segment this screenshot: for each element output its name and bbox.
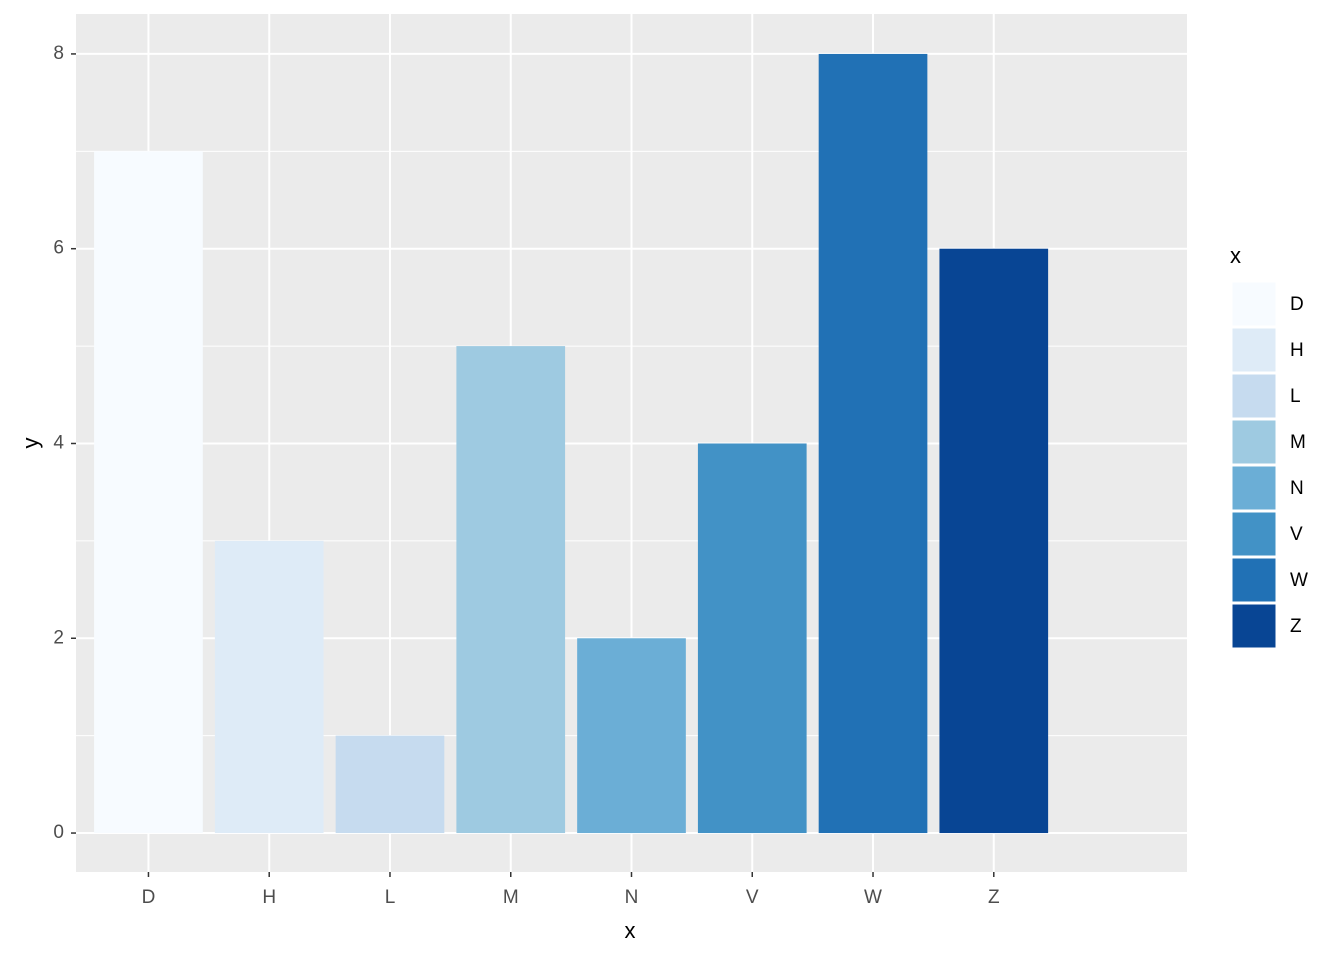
legend-label: D [1290, 294, 1304, 315]
legend-key [1231, 327, 1277, 373]
x-tick-label: D [142, 887, 156, 908]
legend-label: M [1290, 432, 1306, 453]
legend-label: L [1290, 386, 1301, 407]
y-tick-label: 8 [53, 43, 64, 64]
legend-label: Z [1290, 616, 1302, 637]
legend-label: W [1290, 570, 1308, 591]
x-tick-label: H [262, 887, 276, 908]
y-tick-label: 4 [53, 433, 64, 454]
bar [456, 346, 566, 834]
legend-label: H [1290, 340, 1304, 361]
x-tick-label: L [385, 887, 396, 908]
legend-title: x [1230, 243, 1241, 268]
legend-key [1231, 557, 1277, 603]
bar [818, 53, 928, 834]
x-axis-title: x [625, 918, 636, 943]
bar [94, 151, 203, 834]
y-axis-title: y [18, 438, 43, 449]
legend-label: V [1290, 524, 1303, 545]
x-tick-label: Z [988, 887, 1000, 908]
legend-key [1231, 373, 1277, 419]
y-tick-label: 2 [53, 627, 64, 648]
bar [214, 540, 324, 834]
bar [335, 735, 445, 834]
legend-key [1231, 465, 1277, 511]
bar [697, 443, 807, 834]
legend-label: N [1290, 478, 1304, 499]
bar [939, 248, 1049, 834]
y-tick-label: 6 [53, 238, 64, 259]
x-tick-label: V [746, 887, 759, 908]
legend-key [1231, 511, 1277, 557]
legend-key [1231, 419, 1277, 465]
x-tick-label: N [625, 887, 639, 908]
x-tick-label: W [864, 887, 882, 908]
bar [577, 638, 686, 834]
x-tick-label: M [503, 887, 519, 908]
legend-key [1231, 603, 1277, 649]
legend-key [1231, 281, 1277, 327]
y-tick-label: 0 [53, 822, 64, 843]
